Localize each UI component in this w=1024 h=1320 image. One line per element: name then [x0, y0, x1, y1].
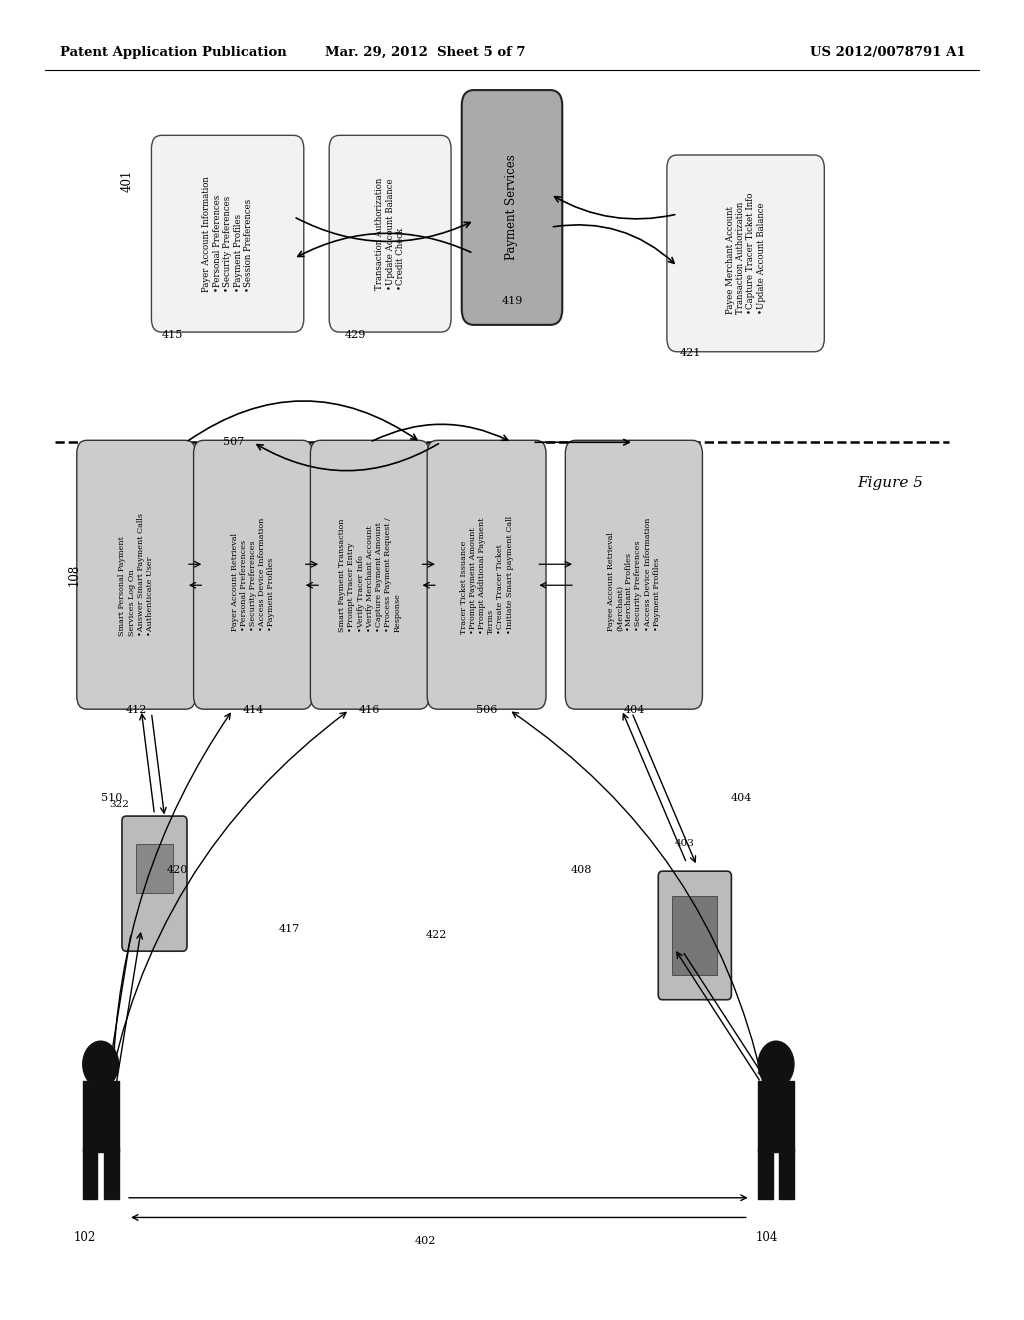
- FancyBboxPatch shape: [194, 441, 312, 709]
- Text: 412: 412: [126, 705, 146, 715]
- Text: Patent Application Publication: Patent Application Publication: [60, 46, 287, 59]
- Text: 420: 420: [167, 865, 188, 875]
- Text: Payment Services: Payment Services: [506, 154, 518, 260]
- FancyBboxPatch shape: [673, 896, 717, 974]
- FancyBboxPatch shape: [83, 1148, 97, 1199]
- FancyBboxPatch shape: [329, 136, 451, 333]
- Text: Tracer Ticket Issuance
•Prompt Payment Amount
•Prompt Additional Payment
Terms
•: Tracer Ticket Issuance •Prompt Payment A…: [460, 516, 514, 634]
- FancyBboxPatch shape: [758, 1081, 794, 1152]
- Text: 401: 401: [121, 170, 134, 193]
- Text: 421: 421: [680, 348, 701, 358]
- Text: 404: 404: [624, 705, 644, 715]
- FancyBboxPatch shape: [152, 136, 304, 333]
- Text: 422: 422: [426, 931, 447, 940]
- Text: Payee Account Retrieval
(Merchant)
•Merchant Profiles
•Security Preferences
•Acc: Payee Account Retrieval (Merchant) •Merc…: [607, 517, 660, 631]
- Text: 510: 510: [100, 793, 122, 803]
- FancyBboxPatch shape: [310, 441, 429, 709]
- FancyBboxPatch shape: [565, 441, 702, 709]
- Text: Figure 5: Figure 5: [857, 477, 924, 490]
- FancyBboxPatch shape: [136, 843, 173, 894]
- FancyBboxPatch shape: [122, 816, 187, 952]
- FancyBboxPatch shape: [103, 1148, 119, 1199]
- Text: Transaction Authorization
•Update Account Balance
•Credit Check: Transaction Authorization •Update Accoun…: [375, 178, 406, 290]
- Text: Payee Merchant Account
Transaction Authorization
•Capture Tracer Ticket Info
•Up: Payee Merchant Account Transaction Autho…: [725, 193, 766, 314]
- FancyBboxPatch shape: [667, 154, 824, 351]
- Text: 419: 419: [502, 296, 522, 306]
- Text: Payer Account Information
•Personal Preferences
•Security Preferences
•Payment P: Payer Account Information •Personal Pref…: [203, 176, 253, 292]
- Text: 408: 408: [571, 865, 592, 875]
- Text: 404: 404: [730, 793, 752, 803]
- Text: US 2012/0078791 A1: US 2012/0078791 A1: [810, 46, 966, 59]
- FancyBboxPatch shape: [779, 1148, 794, 1199]
- Text: Mar. 29, 2012  Sheet 5 of 7: Mar. 29, 2012 Sheet 5 of 7: [326, 46, 526, 59]
- FancyBboxPatch shape: [83, 1081, 119, 1152]
- FancyBboxPatch shape: [462, 90, 562, 325]
- FancyBboxPatch shape: [427, 441, 546, 709]
- Circle shape: [83, 1041, 119, 1088]
- Text: 102: 102: [74, 1230, 95, 1243]
- Text: 322: 322: [109, 800, 129, 809]
- Text: 507: 507: [222, 437, 244, 447]
- Text: 414: 414: [243, 705, 264, 715]
- Text: 402: 402: [415, 1236, 436, 1246]
- Text: 429: 429: [344, 330, 366, 339]
- Circle shape: [758, 1041, 794, 1088]
- Text: 416: 416: [359, 705, 381, 715]
- Text: Payer Account Retrieval
•Personal Preferences
•Security Preferences
•Access Devi: Payer Account Retrieval •Personal Prefer…: [230, 517, 275, 631]
- FancyBboxPatch shape: [658, 871, 731, 999]
- Text: 104: 104: [756, 1230, 778, 1243]
- Text: 403: 403: [675, 840, 694, 849]
- Text: 506: 506: [476, 705, 498, 715]
- FancyBboxPatch shape: [77, 441, 196, 709]
- Text: 415: 415: [162, 330, 183, 339]
- Text: Smart Personal Payment
Services Log On
•Answer Smart Payment Calls
•Authenticate: Smart Personal Payment Services Log On •…: [119, 513, 154, 636]
- Text: 417: 417: [279, 924, 300, 933]
- FancyBboxPatch shape: [758, 1148, 773, 1199]
- Text: Smart Payment Transaction
•Prompt Tracer Entry
•Verify Tracer Info
•Verify Merch: Smart Payment Transaction •Prompt Tracer…: [338, 517, 401, 632]
- Text: 108: 108: [68, 564, 80, 586]
